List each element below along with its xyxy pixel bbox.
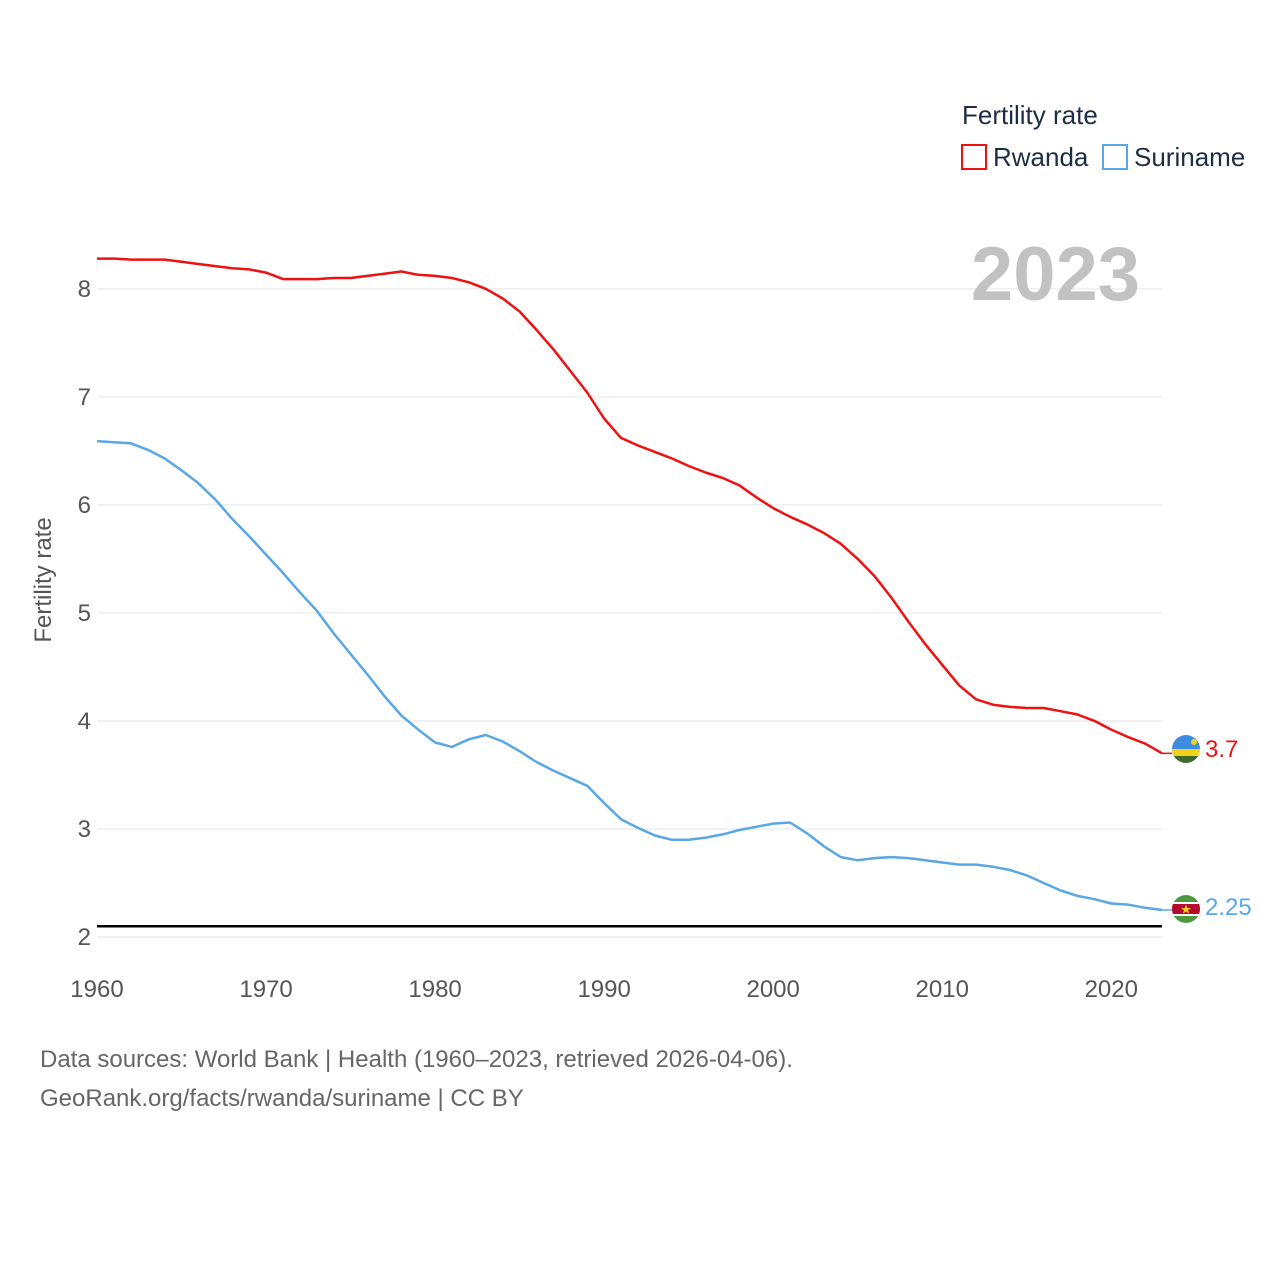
rwanda-flag-icon <box>1172 735 1200 763</box>
x-tick-label: 1970 <box>239 976 292 1003</box>
grid-lines <box>97 288 1162 938</box>
y-tick-label: 8 <box>78 276 91 303</box>
legend-swatch-suriname <box>1102 144 1128 170</box>
series-line-rwanda <box>97 257 1163 755</box>
axis-ticks: 2 3 4 5 6 7 8 1960 1970 1980 1990 2000 2010 2020 <box>70 276 1138 1003</box>
x-tick-label: 1980 <box>408 976 461 1003</box>
y-tick-label: 7 <box>78 384 91 411</box>
x-tick-label: 2000 <box>746 976 799 1003</box>
y-tick-label: 3 <box>78 816 91 843</box>
data-source-note: Data sources: World Bank | Health (1960–… <box>40 1040 793 1118</box>
x-tick-label: 1990 <box>577 976 630 1003</box>
x-tick-label: 2010 <box>916 976 969 1003</box>
x-tick-label: 2020 <box>1085 976 1138 1003</box>
legend-swatch-rwanda <box>961 144 987 170</box>
year-label: 2023 <box>971 232 1140 317</box>
series-lines <box>96 257 1172 912</box>
series-line-suriname <box>96 439 1163 912</box>
end-label-suriname: 2.25 <box>1205 894 1252 921</box>
legend: Fertility rate Rwanda Suriname <box>961 100 1245 172</box>
y-tick-label: 4 <box>78 708 91 735</box>
legend-label-suriname: Suriname <box>1134 142 1245 172</box>
legend-label-rwanda: Rwanda <box>993 142 1089 172</box>
source-line-2: GeoRank.org/facts/rwanda/suriname | CC B… <box>40 1085 524 1112</box>
suriname-flag-icon <box>1172 895 1200 923</box>
y-tick-label: 6 <box>78 492 91 519</box>
end-label-rwanda: 3.7 <box>1205 736 1238 763</box>
y-tick-label: 5 <box>78 600 91 627</box>
source-line-1: Data sources: World Bank | Health (1960–… <box>40 1046 793 1073</box>
x-tick-label: 1960 <box>70 976 123 1003</box>
legend-title: Fertility rate <box>962 100 1098 130</box>
y-tick-label: 2 <box>78 924 91 951</box>
y-axis-title: Fertility rate <box>30 517 57 642</box>
